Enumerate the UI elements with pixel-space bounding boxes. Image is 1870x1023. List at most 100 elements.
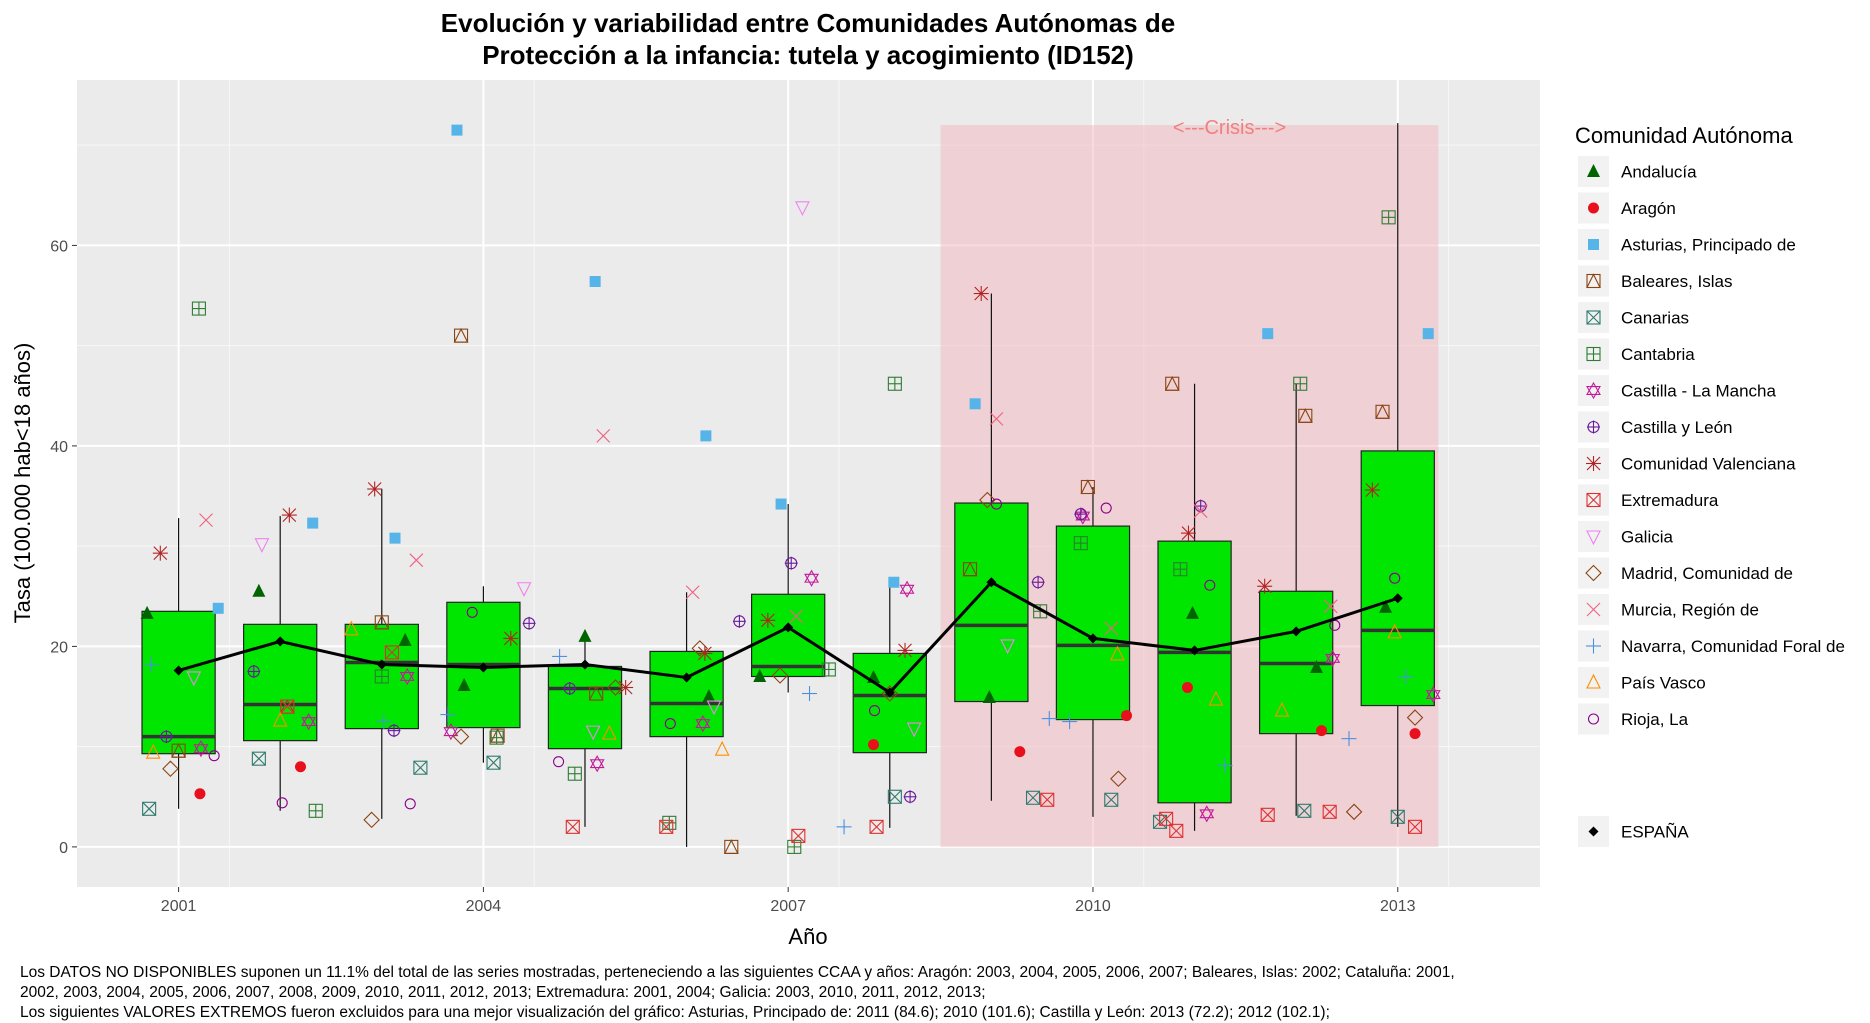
point bbox=[784, 556, 798, 570]
footnote-line-2: 2002, 2003, 2004, 2005, 2006, 2007, 2008… bbox=[20, 984, 986, 1001]
legend-label: Baleares, Islas bbox=[1621, 272, 1733, 291]
legend-label: Castilla y León bbox=[1621, 418, 1733, 437]
point bbox=[376, 714, 392, 730]
y-axis-title: Tasa (100.000 hab<18 años) bbox=[10, 343, 35, 624]
espana-point bbox=[1291, 626, 1302, 637]
point bbox=[1425, 685, 1441, 704]
point bbox=[897, 642, 913, 658]
espana-point bbox=[1087, 633, 1098, 644]
legend: Andalucía Aragón Asturias, Principado de Ba… bbox=[1578, 156, 1845, 847]
point bbox=[1041, 711, 1057, 727]
legend-symbol bbox=[1587, 713, 1600, 725]
point bbox=[1040, 792, 1055, 807]
point bbox=[398, 632, 412, 646]
point bbox=[443, 723, 459, 741]
point bbox=[1109, 645, 1125, 661]
point bbox=[254, 538, 270, 553]
point bbox=[1164, 376, 1180, 391]
point bbox=[1074, 507, 1088, 521]
legend-label: Rioja, La bbox=[1621, 710, 1689, 729]
point bbox=[659, 819, 674, 834]
point bbox=[706, 700, 722, 716]
point bbox=[1104, 621, 1119, 636]
point bbox=[1375, 404, 1390, 419]
legend-label: Canarias bbox=[1621, 309, 1689, 328]
point bbox=[1073, 536, 1088, 551]
point bbox=[1014, 746, 1026, 758]
chart-title-line-1: Evolución y variabilidad entre Comunidad… bbox=[441, 8, 1175, 38]
point bbox=[723, 839, 739, 854]
x-axis-title: Año bbox=[788, 924, 827, 949]
point bbox=[308, 803, 323, 818]
point bbox=[906, 722, 922, 738]
legend-symbol bbox=[1586, 638, 1601, 654]
legend-item: Murcia, Región de bbox=[1578, 594, 1759, 625]
point bbox=[982, 690, 996, 704]
legend-symbol bbox=[1586, 492, 1601, 508]
point bbox=[836, 819, 852, 835]
legend-symbol bbox=[1586, 602, 1601, 617]
axes: 0 20 40 60 2001 2004 2007 2010 2013 bbox=[50, 238, 1415, 915]
y-tick-label: 40 bbox=[50, 439, 68, 456]
ccaa-points bbox=[140, 124, 1441, 854]
point bbox=[409, 553, 424, 568]
point bbox=[888, 576, 900, 588]
point bbox=[503, 630, 519, 646]
point bbox=[589, 275, 601, 287]
point bbox=[1110, 770, 1127, 788]
espana-series bbox=[173, 577, 1403, 698]
point bbox=[607, 679, 624, 696]
point bbox=[272, 711, 288, 727]
point bbox=[1025, 790, 1041, 805]
point bbox=[1293, 376, 1308, 391]
y-tick-label: 0 bbox=[59, 840, 68, 857]
point bbox=[1199, 805, 1215, 823]
legend-symbol bbox=[1586, 530, 1601, 546]
point bbox=[1104, 792, 1119, 807]
legend-symbol bbox=[1586, 456, 1601, 471]
espana-point bbox=[579, 659, 590, 670]
chart: Evolución y variabilidad entre Comunidad… bbox=[10, 8, 1845, 949]
boxplot-2013 bbox=[1360, 123, 1435, 827]
point bbox=[601, 724, 617, 740]
point bbox=[1120, 710, 1132, 722]
point bbox=[295, 761, 307, 773]
point bbox=[367, 481, 383, 497]
chart-title-line-2: Protección a la infancia: tutela y acogi… bbox=[482, 40, 1134, 70]
legend-symbol bbox=[1588, 239, 1599, 250]
point bbox=[171, 742, 186, 758]
point bbox=[868, 705, 881, 717]
point bbox=[140, 605, 154, 619]
legend-label: Cantabria bbox=[1621, 345, 1695, 364]
point bbox=[301, 712, 317, 731]
point bbox=[1364, 482, 1380, 498]
y-tick-label: 20 bbox=[50, 639, 68, 656]
point bbox=[1322, 804, 1337, 819]
point bbox=[789, 609, 804, 624]
point bbox=[1217, 758, 1233, 774]
legend-label: Asturias, Principado de bbox=[1621, 236, 1796, 255]
legend-item: Castilla - La Mancha bbox=[1578, 375, 1777, 406]
legend-key bbox=[1578, 557, 1609, 589]
legend-key bbox=[1578, 265, 1609, 297]
point bbox=[903, 790, 917, 804]
point bbox=[1031, 575, 1045, 589]
legend-label: Castilla - La Mancha bbox=[1621, 382, 1777, 401]
legend-label: Aragón bbox=[1621, 199, 1676, 218]
point bbox=[760, 612, 776, 628]
point bbox=[685, 585, 700, 600]
point bbox=[700, 430, 712, 442]
point bbox=[252, 583, 266, 597]
legend-item: Navarra, Comunidad Foral de bbox=[1578, 630, 1845, 662]
legend-label: ESPAÑA bbox=[1621, 823, 1689, 842]
point bbox=[1316, 725, 1328, 737]
point bbox=[578, 628, 592, 642]
point bbox=[1181, 682, 1193, 694]
legend-item: Canarias bbox=[1578, 302, 1689, 333]
point bbox=[490, 727, 506, 743]
point bbox=[1260, 807, 1275, 822]
point bbox=[714, 740, 730, 756]
box bbox=[1157, 540, 1232, 804]
point bbox=[162, 760, 179, 777]
point bbox=[384, 645, 400, 660]
